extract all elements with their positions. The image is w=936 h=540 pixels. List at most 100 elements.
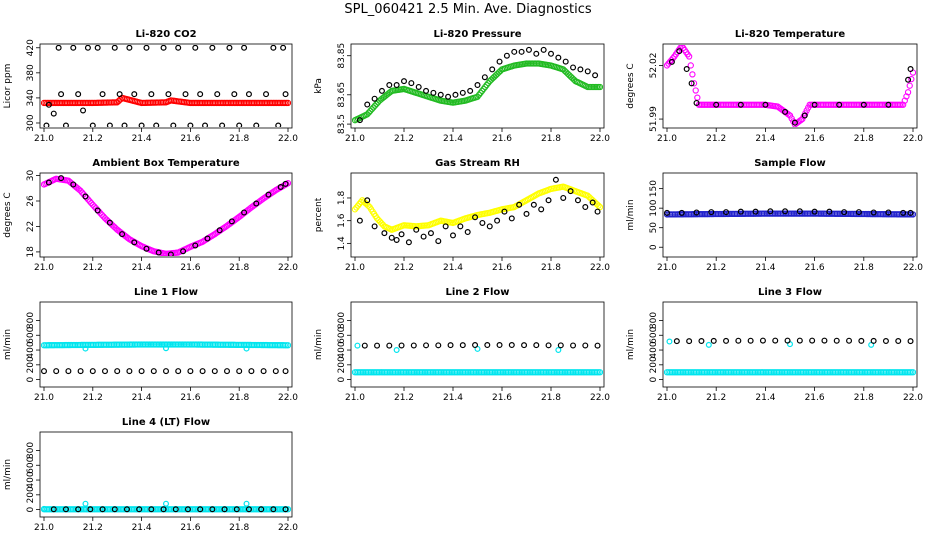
y-tick-label: 600: [26, 326, 36, 343]
data-point: [180, 248, 187, 255]
y-tick-label: 420: [26, 39, 36, 56]
data-point: [735, 337, 742, 344]
data-point: [82, 345, 89, 352]
data-point: [895, 338, 902, 345]
data-point: [427, 230, 434, 237]
data-point: [420, 233, 427, 240]
x-tick-label: 21.8: [854, 263, 874, 273]
data-point: [65, 368, 72, 375]
data-point: [89, 122, 96, 127]
data-point: [594, 208, 601, 215]
data-point: [592, 72, 599, 79]
y-axis-label: percent: [314, 197, 324, 232]
y-tick-label: 51.99: [649, 106, 659, 132]
data-point: [58, 91, 65, 98]
series-dense-0: [41, 175, 291, 256]
x-tick-label: 22.0: [278, 263, 298, 273]
y-axis-label: ml/min: [626, 199, 636, 230]
x-tick-label: 21.4: [755, 393, 775, 403]
data-point: [459, 342, 466, 349]
data-point: [752, 208, 759, 215]
data-point: [258, 506, 265, 513]
data-point: [138, 368, 145, 375]
data-point: [450, 232, 457, 239]
chart-panel-3: Ambient Box Temperature degrees C 21.0 21.2…: [3, 158, 298, 273]
data-point: [160, 506, 167, 513]
x-tick-label: 21.6: [180, 523, 200, 533]
y-tick-label: 200: [337, 356, 347, 373]
x-tick-label: 21.4: [443, 134, 463, 144]
x-tick-label: 21.2: [83, 263, 103, 273]
data-point: [77, 368, 84, 375]
x-tick-label: 21.0: [34, 523, 54, 533]
y-tick-label: 1.6: [337, 213, 347, 228]
x-tick-label: 21.2: [706, 263, 726, 273]
series-dense-0: [41, 341, 291, 349]
data-point: [555, 54, 562, 61]
data-point: [518, 48, 525, 55]
plot-area: [664, 337, 916, 376]
data-point: [885, 101, 892, 108]
data-point: [284, 506, 291, 513]
data-point: [356, 217, 363, 224]
x-tick-label: 21.8: [229, 134, 249, 144]
series-circles-1: [41, 500, 250, 512]
data-point: [284, 180, 291, 187]
plot-area: [352, 342, 603, 376]
data-point: [165, 91, 172, 98]
y-tick-label: 800: [26, 442, 36, 459]
series-dense-0: [352, 60, 603, 124]
data-point: [364, 111, 371, 118]
data-point: [282, 180, 289, 187]
data-point: [772, 337, 779, 344]
data-point: [668, 58, 675, 65]
data-point: [82, 193, 89, 200]
data-point: [447, 342, 454, 349]
series-circles-2: [50, 506, 289, 513]
data-point: [284, 99, 291, 107]
x-tick-label: 22.0: [903, 134, 923, 144]
data-point: [204, 235, 211, 242]
data-point: [860, 101, 867, 108]
data-point: [811, 101, 818, 108]
data-point: [410, 342, 417, 349]
data-point: [131, 239, 138, 246]
data-point: [209, 506, 216, 513]
data-point: [354, 342, 361, 349]
data-point: [231, 91, 238, 98]
data-point: [503, 52, 510, 59]
data-point: [759, 337, 766, 344]
x-tick-label: 22.0: [590, 263, 610, 273]
data-point: [673, 338, 680, 345]
data-point: [364, 101, 371, 108]
x-tick-label: 21.4: [132, 523, 152, 533]
data-point: [596, 203, 603, 211]
data-point: [378, 87, 385, 94]
data-point: [413, 226, 420, 233]
y-axis-label: ml/min: [3, 459, 13, 490]
data-point: [688, 80, 695, 87]
x-tick-label: 21.4: [755, 134, 775, 144]
data-point: [694, 94, 701, 101]
data-point: [245, 91, 252, 98]
chart-title: Li-820 CO2: [135, 29, 196, 40]
data-point: [106, 122, 113, 127]
y-tick-label: 0: [649, 244, 659, 250]
data-point: [386, 82, 393, 89]
y-tick-label: 83.65: [337, 82, 347, 108]
data-point: [589, 199, 596, 206]
data-point: [82, 500, 89, 507]
data-point: [126, 368, 133, 375]
data-point: [762, 101, 769, 108]
x-tick-label: 22.0: [590, 393, 610, 403]
data-point: [163, 345, 170, 352]
data-point: [664, 209, 670, 216]
x-tick-label: 21.6: [492, 134, 512, 144]
data-point: [836, 101, 843, 108]
y-tick-label: 400: [649, 341, 659, 358]
data-point: [398, 231, 405, 238]
x-tick-label: 22.0: [278, 393, 298, 403]
data-point: [368, 106, 375, 113]
data-point: [584, 68, 591, 75]
data-point: [280, 45, 287, 51]
